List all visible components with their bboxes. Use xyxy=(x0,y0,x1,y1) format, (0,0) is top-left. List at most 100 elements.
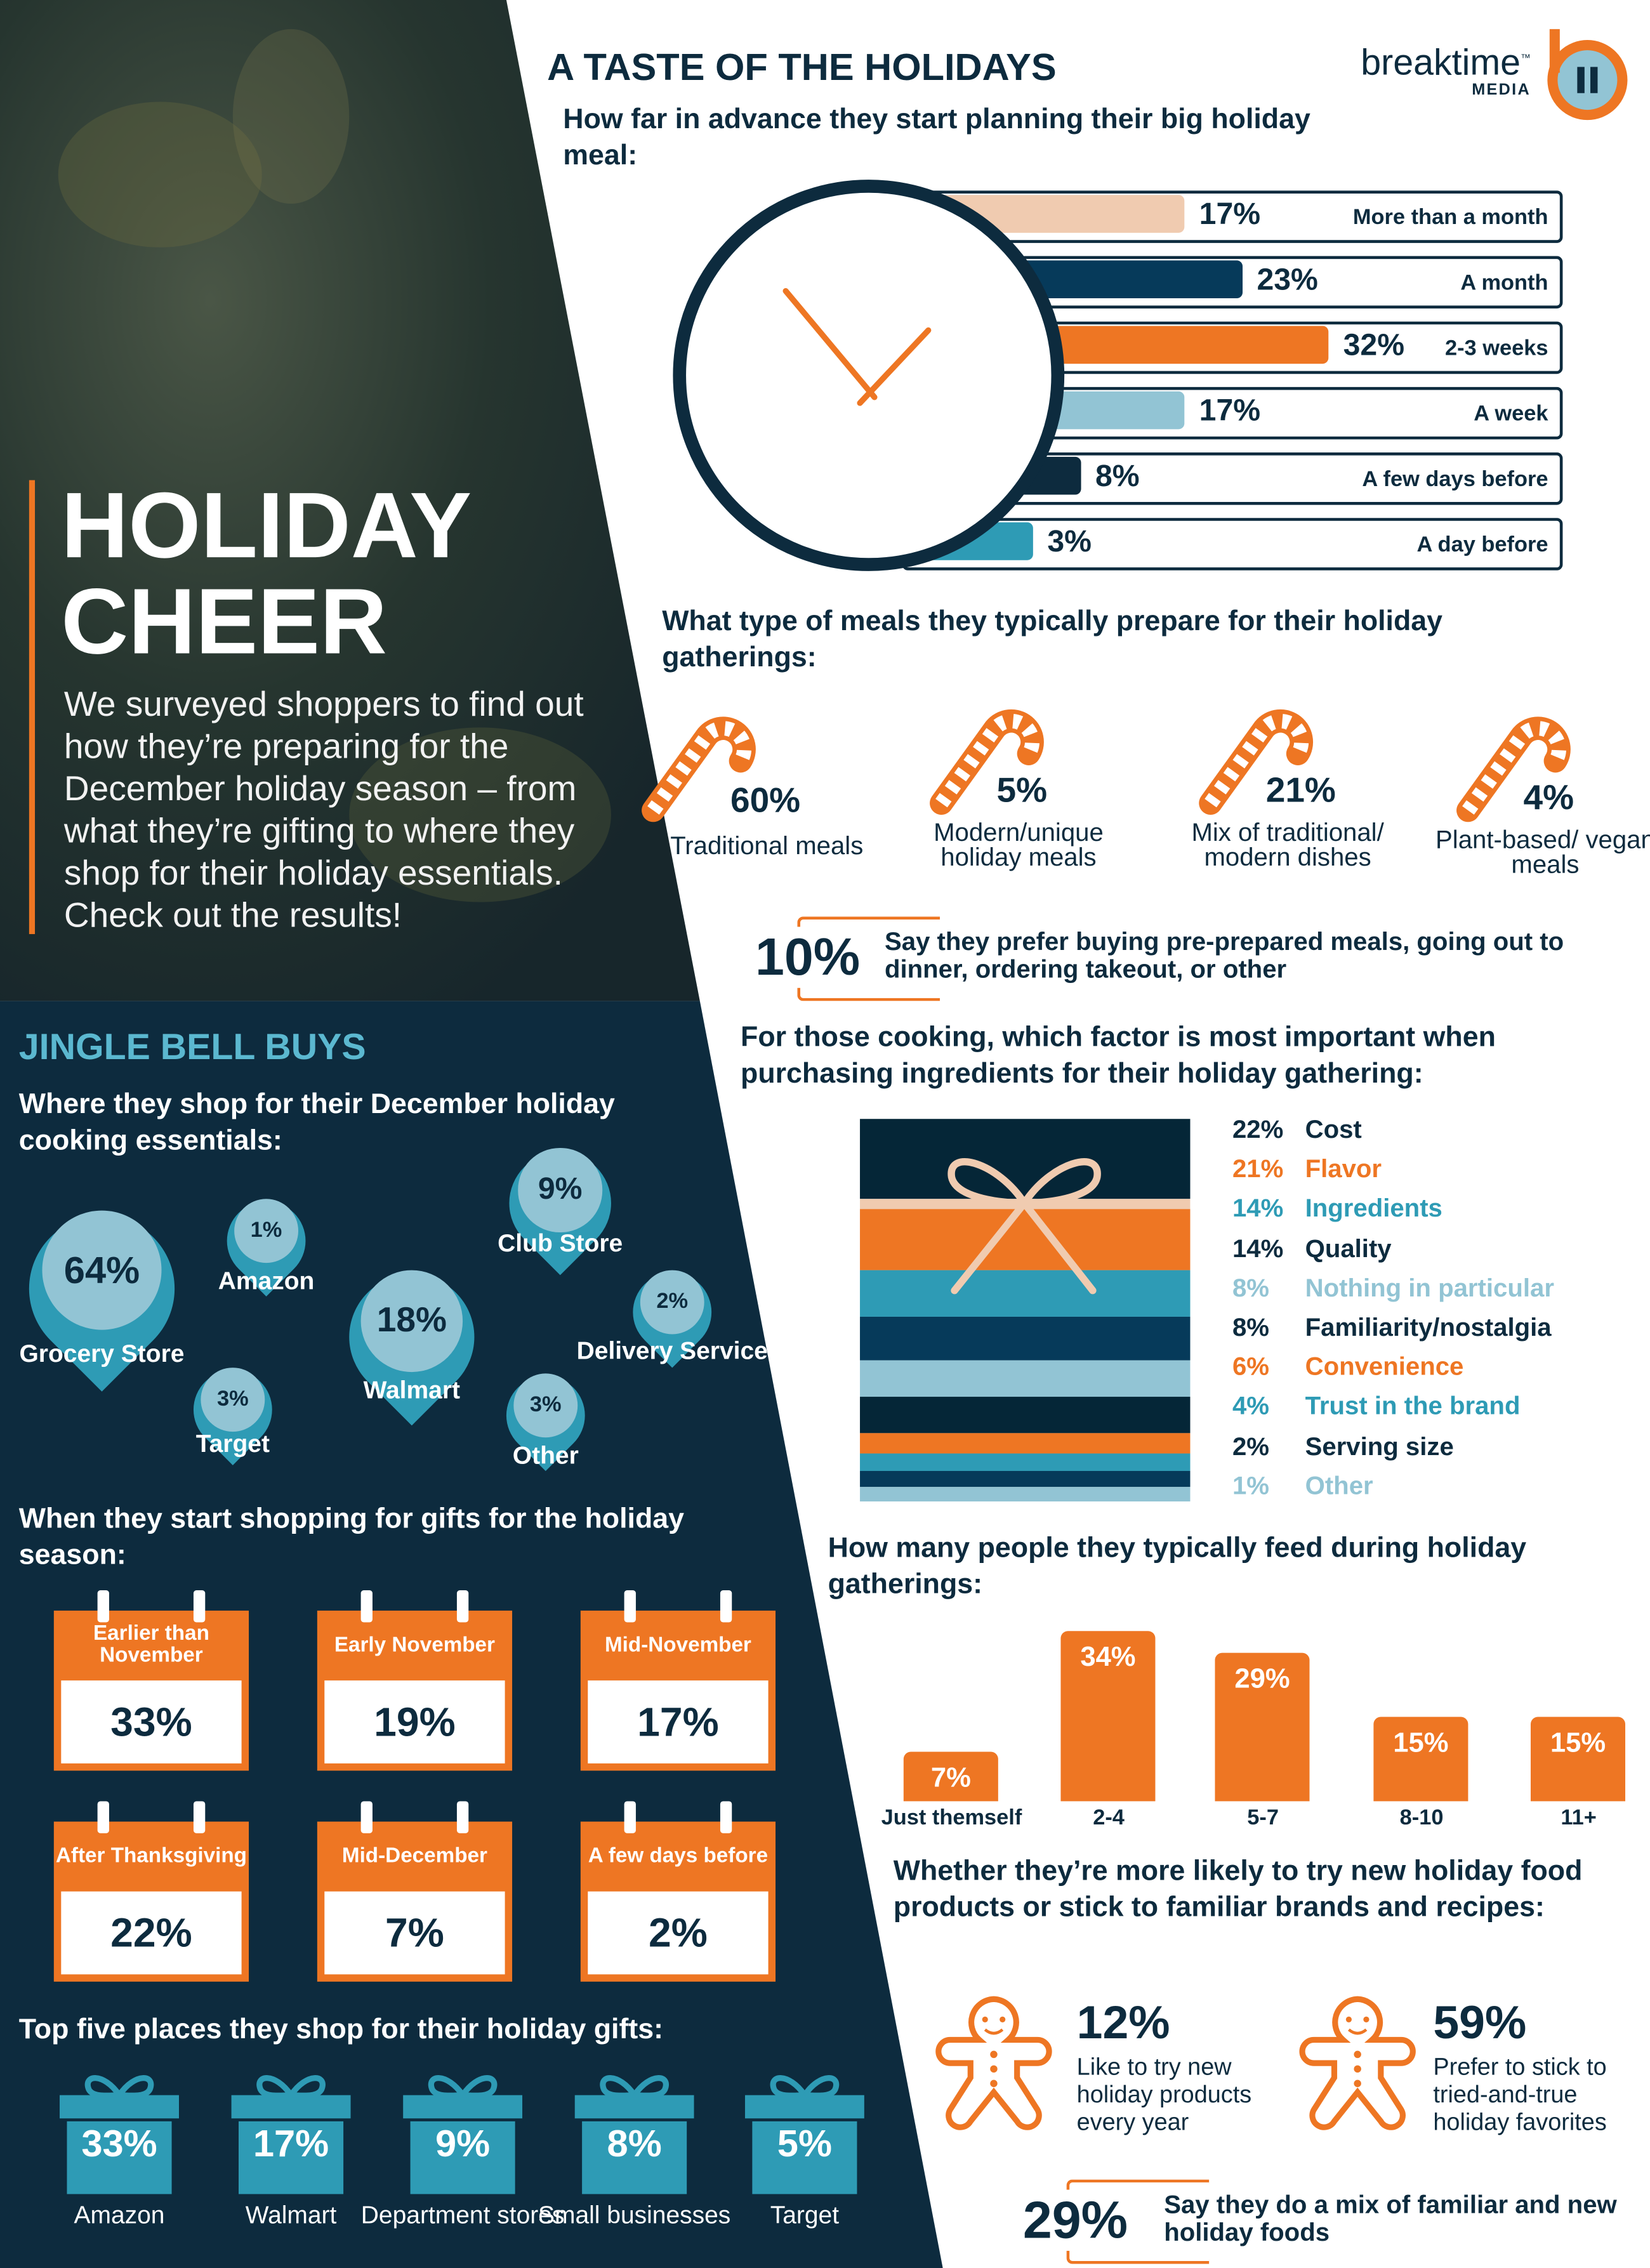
candy-cane-icon xyxy=(1199,709,1314,815)
gift-place-item: 9% Department stores xyxy=(361,2069,564,2227)
calendar-ring xyxy=(456,1801,469,1833)
candy-cane-icon xyxy=(1456,716,1571,822)
stick-familiar-text: Prefer to stick to tried-and-true holida… xyxy=(1433,2054,1607,2136)
gift-timing-value: 2% xyxy=(588,1891,769,1975)
planning-label: More than a month xyxy=(1352,205,1548,230)
calendar-icon: Earlier than November 33% xyxy=(53,1590,249,1771)
gift-place-value: 5% xyxy=(777,2121,832,2165)
candy-cane-icon xyxy=(642,716,756,822)
calendar-ring xyxy=(97,1590,109,1623)
gingerbread-man-icon xyxy=(1299,1996,1416,2130)
hero-title-line1: HOLIDAY xyxy=(61,473,472,578)
meal-type-label: Modern/unique holiday meals xyxy=(934,817,1104,872)
factor-value: 1% xyxy=(1232,1470,1269,1500)
gift-timing-value: 7% xyxy=(324,1891,505,1975)
hero-title: HOLIDAY CHEER xyxy=(61,477,472,669)
where-question: Where they shop for their December holid… xyxy=(18,1088,615,1157)
holiday-photo xyxy=(0,0,700,1001)
feed-bar: 34% xyxy=(1060,1630,1156,1802)
factor-label: Serving size xyxy=(1305,1431,1454,1461)
shop-location-value: 2% xyxy=(640,1270,704,1335)
factor-label: Nothing in particular xyxy=(1305,1272,1554,1302)
feed-category-label: 8-10 xyxy=(1399,1805,1444,1831)
when-question: When they start shopping for gifts for t… xyxy=(18,1503,684,1572)
factor-item: 14% Quality xyxy=(1232,1233,1392,1263)
pause-icon xyxy=(1547,29,1628,121)
feed-category-label: 11+ xyxy=(1561,1805,1597,1831)
calendar-ring xyxy=(720,1590,732,1623)
meal-type-label: Traditional meals xyxy=(670,831,864,860)
gift-place-value: 9% xyxy=(435,2121,491,2165)
planning-value: 17% xyxy=(1199,197,1261,232)
factor-label: Ingredients xyxy=(1305,1193,1442,1223)
factor-item: 22% Cost xyxy=(1232,1114,1362,1145)
factor-value: 14% xyxy=(1232,1193,1284,1223)
shop-location-value: 3% xyxy=(513,1373,578,1438)
mix-text: Say they do a mix of familiar and new ho… xyxy=(1164,2189,1617,2247)
brand-name: breaktime xyxy=(1361,43,1521,84)
gift-timing-value: 19% xyxy=(324,1680,505,1764)
gift-place-value: 8% xyxy=(607,2121,662,2165)
planning-label: 2-3 weeks xyxy=(1444,336,1548,361)
calendar-icon: Mid-November 17% xyxy=(580,1590,776,1771)
factor-value: 8% xyxy=(1232,1312,1269,1342)
planning-value: 8% xyxy=(1095,459,1140,494)
feed-bar: 29% xyxy=(1215,1652,1310,1802)
factor-item: 8% Familiarity/nostalgia xyxy=(1232,1312,1552,1343)
try-new-value: 12% xyxy=(1076,1996,1170,2049)
feed-question: How many people they typically feed duri… xyxy=(828,1532,1527,1601)
brand-sub: MEDIA xyxy=(1472,82,1531,100)
shop-location-label: Delivery Service xyxy=(576,1337,768,1365)
try-new-question: Whether they’re more likely to try new h… xyxy=(893,1855,1583,1924)
calendar-icon: A few days before 2% xyxy=(580,1801,776,1982)
feed-bar: 7% xyxy=(903,1752,998,1802)
factor-value: 8% xyxy=(1232,1272,1269,1302)
gift-icon xyxy=(574,2075,694,2194)
shop-location-value: 64% xyxy=(42,1210,162,1330)
factor-item: 4% Trust in the brand xyxy=(1232,1392,1521,1422)
shop-location-label: Club Store xyxy=(498,1229,623,1257)
factor-value: 6% xyxy=(1232,1352,1269,1381)
shop-location-value: 3% xyxy=(201,1367,265,1432)
gift-box-icon xyxy=(860,1119,1191,1502)
meal-type-value: 21% xyxy=(1265,771,1336,811)
factor-value: 14% xyxy=(1232,1233,1284,1263)
planning-question: How far in advance they start planning t… xyxy=(563,103,1310,172)
gift-icon xyxy=(744,2075,864,2194)
meal-type-value: 5% xyxy=(996,771,1048,811)
clock-icon xyxy=(673,180,1065,571)
meal-type-label: Mix of traditional/ modern dishes xyxy=(1191,817,1384,872)
taste-title: A TASTE OF THE HOLIDAYS xyxy=(547,45,1057,89)
planning-row: 3% A day before xyxy=(902,518,1563,570)
feed-category-label: Just themself xyxy=(881,1805,1022,1831)
shop-location-label: Target xyxy=(195,1430,270,1458)
mix-value: 29% xyxy=(1020,2189,1131,2251)
factor-item: 6% Convenience xyxy=(1232,1352,1463,1382)
factor-item: 14% Ingredients xyxy=(1232,1194,1442,1224)
factors-question: For those cooking, which factor is most … xyxy=(741,1021,1496,1090)
factor-item: 2% Serving size xyxy=(1232,1431,1454,1461)
planning-label: A month xyxy=(1460,270,1548,296)
calendar-ring xyxy=(97,1801,109,1833)
gift-timing-value: 22% xyxy=(61,1891,242,1975)
factor-value: 22% xyxy=(1232,1114,1284,1144)
gift-place-item: 5% Target xyxy=(744,2069,864,2227)
meals-question: What type of meals they typically prepar… xyxy=(662,605,1443,674)
meal-type-value: 4% xyxy=(1523,778,1574,818)
planning-row: 32% 2-3 weeks xyxy=(902,321,1563,374)
calendar-ring xyxy=(456,1590,469,1623)
factor-label: Convenience xyxy=(1305,1352,1464,1381)
gift-place-value: 33% xyxy=(81,2121,157,2165)
factor-label: Quality xyxy=(1305,1233,1392,1263)
calendar-ring xyxy=(720,1801,732,1833)
shop-location-label: Other xyxy=(512,1442,579,1470)
feed-category-label: 5-7 xyxy=(1247,1805,1279,1831)
gift-icon xyxy=(231,2075,351,2194)
gift-timing-label: Earlier than November xyxy=(93,1622,209,1668)
shop-location-label: Grocery Store xyxy=(19,1340,185,1368)
planning-value: 23% xyxy=(1257,263,1318,297)
gift-timing-value: 33% xyxy=(61,1680,242,1764)
gift-place-value: 17% xyxy=(253,2121,329,2165)
shop-location-value: 9% xyxy=(518,1148,602,1232)
